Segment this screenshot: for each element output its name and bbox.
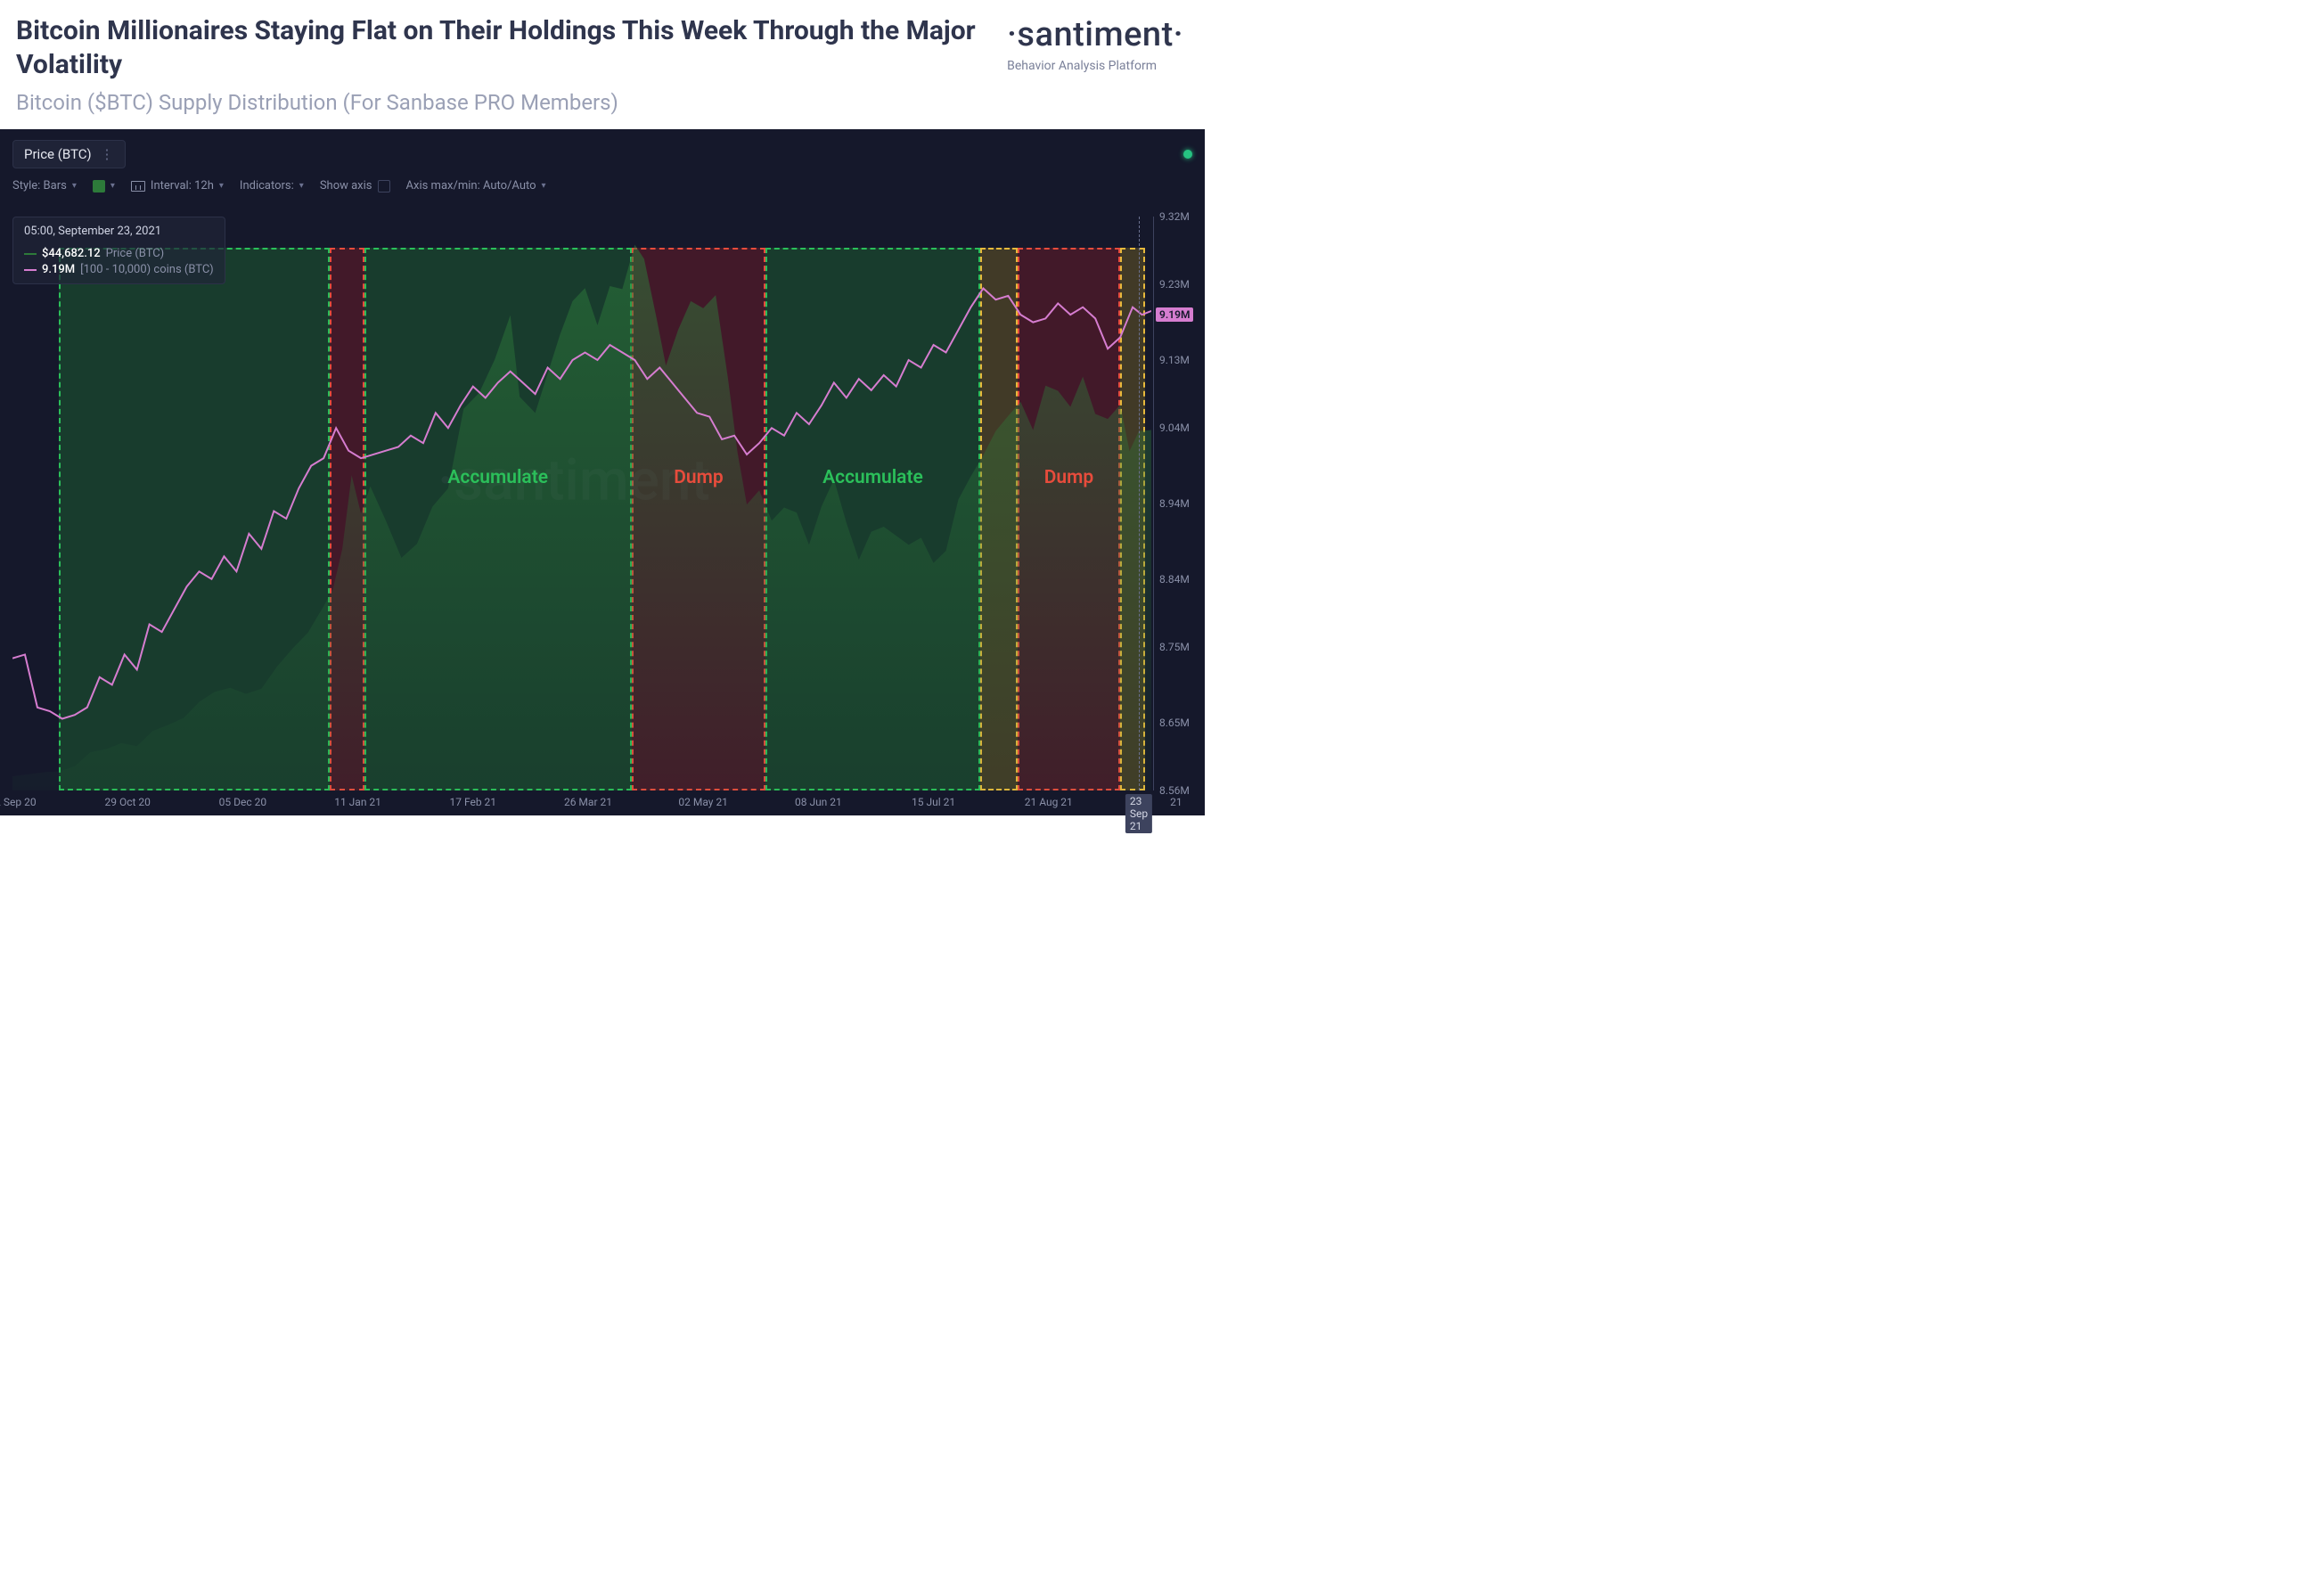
crosshair-vertical <box>1139 217 1140 790</box>
page-title: Bitcoin Millionaires Staying Flat on The… <box>16 14 1007 81</box>
tooltip-price-value: $44,682.12 <box>42 247 101 260</box>
series-pill-label: Price (BTC) <box>24 146 92 162</box>
brand-block: ·santiment· Behavior Analysis Platform <box>1007 14 1183 73</box>
series-color-dropdown[interactable]: ▾ <box>93 180 115 192</box>
kebab-icon[interactable]: ⋮ <box>101 146 114 162</box>
y-current-badge: 9.19M <box>1156 307 1193 322</box>
zone-label: Accumulate <box>822 467 923 488</box>
indicators-dropdown[interactable]: Indicators: ▾ <box>240 179 304 192</box>
plot-area[interactable]: 05:00, September 23, 2021 $44,682.12 Pri… <box>12 217 1151 790</box>
x-tick-label: 17 Feb 21 <box>450 796 497 808</box>
x-tick-label: 15 Jul 21 <box>912 796 955 808</box>
x-tick-label: 08 Jun 21 <box>795 796 842 808</box>
zone-label: Accumulate <box>447 467 548 488</box>
tooltip-row-price: $44,682.12 Price (BTC) <box>24 247 214 260</box>
indicators-label: Indicators: <box>240 179 294 192</box>
x-axis: 22 Sep 2029 Oct 2005 Dec 2011 Jan 2117 F… <box>12 794 1151 812</box>
y-tick-label: 9.04M <box>1159 422 1190 434</box>
chart-toolbar: Style: Bars ▾ ▾ Interval: 12h ▾ Indicato… <box>0 168 1205 201</box>
x-tick-label: 21 Aug 21 <box>1025 796 1073 808</box>
y-tick-label: 8.56M <box>1159 784 1190 797</box>
connection-status-dot <box>1183 150 1192 159</box>
style-dropdown[interactable]: Style: Bars ▾ <box>12 179 77 192</box>
y-tick-label: 9.23M <box>1159 278 1190 291</box>
brand-logo: ·santiment· <box>1007 18 1183 52</box>
tooltip-price-label: Price (BTC) <box>106 247 164 260</box>
legend-dash-icon <box>24 253 37 255</box>
axis-minmax-label: Axis max/min: Auto/Auto <box>406 179 536 192</box>
y-axis-right: 9.32M9.23M9.13M9.04M8.94M8.84M8.75M8.65M… <box>1153 217 1198 790</box>
page-subtitle: Bitcoin ($BTC) Supply Distribution (For … <box>16 90 1007 115</box>
interval-label: Interval: 12h <box>151 179 214 192</box>
x-tick-label: 21 <box>1170 796 1182 808</box>
y-tick-label: 8.84M <box>1159 573 1190 586</box>
style-label: Style: Bars <box>12 179 67 192</box>
zone-label: Dump <box>674 467 723 488</box>
chart-panel: Price (BTC) ⋮ Style: Bars ▾ ▾ Interval: … <box>0 129 1205 815</box>
tooltip-supply-label: [100 - 10,000) coins (BTC) <box>80 263 214 276</box>
header-left: Bitcoin Millionaires Staying Flat on The… <box>16 14 1007 115</box>
y-tick-label: 9.32M <box>1159 210 1190 223</box>
x-tick-label: 29 Oct 20 <box>104 796 150 808</box>
x-tick-label: 02 May 21 <box>678 796 728 808</box>
series-pill[interactable]: Price (BTC) ⋮ <box>12 140 126 168</box>
show-axis-toggle[interactable]: Show axis <box>320 179 390 192</box>
price-area <box>12 245 1151 790</box>
x-tick-label: 11 Jan 21 <box>334 796 381 808</box>
axis-minmax-dropdown[interactable]: Axis max/min: Auto/Auto ▾ <box>406 179 546 192</box>
x-tick-label: 26 Mar 21 <box>564 796 612 808</box>
y-tick-label: 8.75M <box>1159 641 1190 653</box>
legend-dash-icon <box>24 269 37 271</box>
y-tick-label: 8.65M <box>1159 717 1190 729</box>
x-current-badge: 23 Sep 21 <box>1125 794 1152 833</box>
header: Bitcoin Millionaires Staying Flat on The… <box>0 0 1205 129</box>
chevron-down-icon: ▾ <box>542 181 546 191</box>
chevron-down-icon: ▾ <box>110 181 115 191</box>
chart-svg <box>12 217 1151 790</box>
chevron-down-icon: ▾ <box>299 181 304 191</box>
zone-label: Dump <box>1044 467 1093 488</box>
tooltip-supply-value: 9.19M <box>42 263 75 276</box>
panel-top-row: Price (BTC) ⋮ <box>0 129 1205 168</box>
show-axis-label: Show axis <box>320 179 372 192</box>
chevron-down-icon: ▾ <box>72 181 77 191</box>
interval-dropdown[interactable]: Interval: 12h ▾ <box>131 179 224 192</box>
chevron-down-icon: ▾ <box>219 181 224 191</box>
tooltip-row-supply: 9.19M [100 - 10,000) coins (BTC) <box>24 263 214 276</box>
tooltip-timestamp: 05:00, September 23, 2021 <box>24 225 214 238</box>
y-tick-label: 9.13M <box>1159 354 1190 366</box>
x-tick-label: 22 Sep 20 <box>0 796 37 808</box>
y-tick-label: 8.94M <box>1159 497 1190 510</box>
checkbox-icon[interactable] <box>378 180 390 192</box>
brand-tagline: Behavior Analysis Platform <box>1007 59 1183 73</box>
hover-tooltip: 05:00, September 23, 2021 $44,682.12 Pri… <box>12 217 225 284</box>
interval-icon <box>131 181 145 192</box>
color-swatch-icon <box>93 180 105 192</box>
x-tick-label: 05 Dec 20 <box>219 796 266 808</box>
